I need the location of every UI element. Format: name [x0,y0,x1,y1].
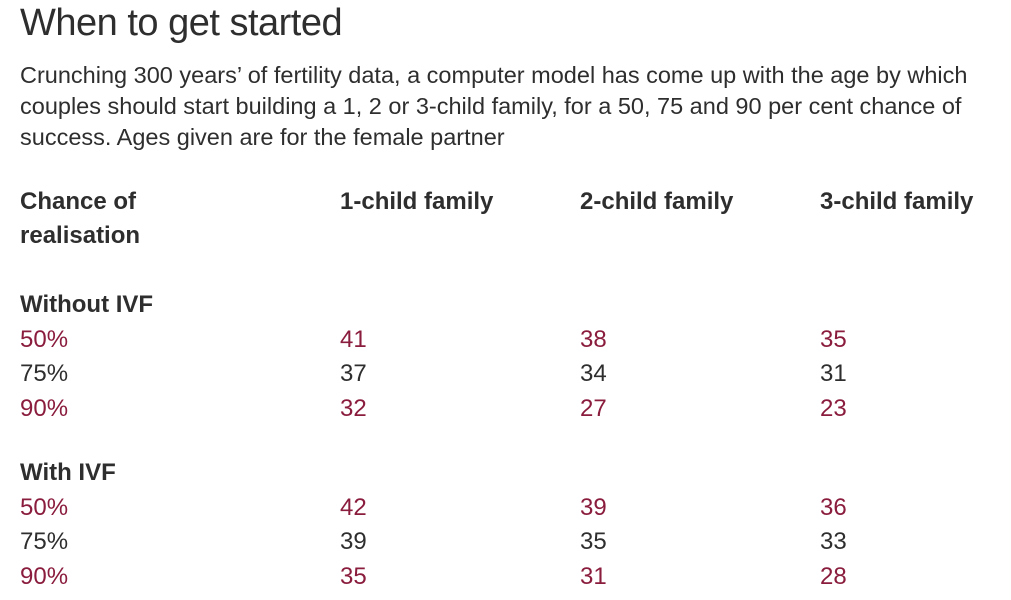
table-value-cell: 34 [580,360,607,387]
table-value-cell: 36 [820,493,847,521]
row-chance-label: 50% [20,493,69,521]
table-value-cell: 41 [340,325,367,353]
chart-subtitle: Crunching 300 years’ of fertility data, … [20,62,968,150]
table-value-cell: 33 [820,528,847,555]
section-heading: Without IVF [20,291,154,318]
column-header-chance: Chance of realisation [20,188,141,249]
table-value-cell: 32 [340,394,367,422]
row-chance-label: 90% [20,562,69,590]
table-value-cell: 35 [820,325,847,353]
table-value-cell: 37 [340,360,367,387]
table-value-cell: 31 [580,562,607,590]
row-chance-label: 50% [20,325,69,353]
table-value-cell: 35 [580,528,607,555]
table-value-cell: 38 [580,325,607,353]
column-header-1-child: 1-child family [340,188,494,215]
chart-title: When to get started [20,2,343,44]
section-heading: With IVF [20,459,116,486]
table-value-cell: 28 [820,562,847,590]
row-chance-label: 75% [20,360,69,387]
table-value-cell: 23 [820,394,847,422]
row-chance-label: 75% [20,528,69,555]
column-header-2-child: 2-child family [580,188,734,215]
table-value-cell: 27 [580,394,607,422]
table-value-cell: 31 [820,360,847,387]
table-value-cell: 39 [340,528,367,555]
row-chance-label: 90% [20,394,69,422]
table-value-cell: 39 [580,493,607,521]
table-value-cell: 35 [340,562,367,590]
table-value-cell: 42 [340,493,367,521]
column-header-3-child: 3-child family [820,188,974,215]
